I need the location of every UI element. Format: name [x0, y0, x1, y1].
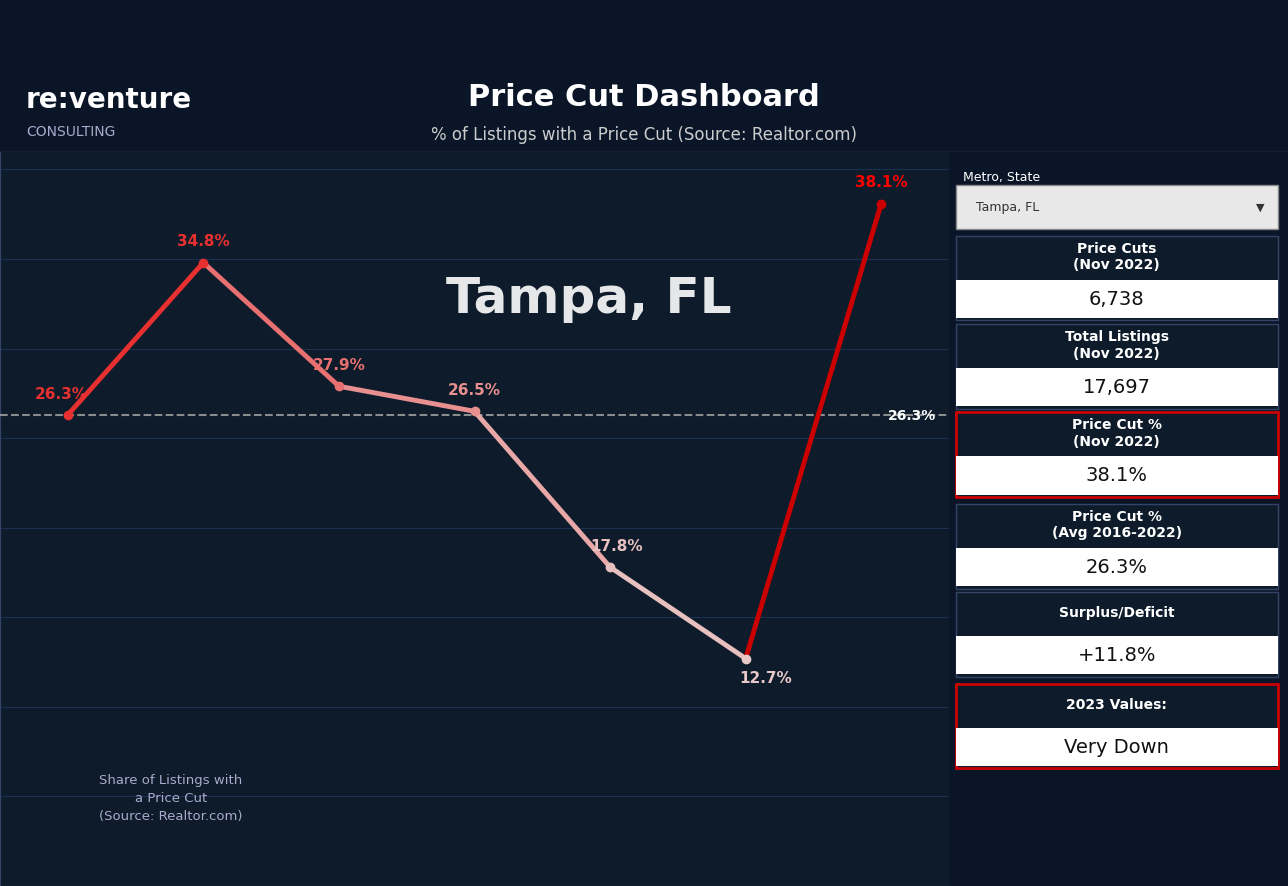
FancyBboxPatch shape [956, 504, 1278, 589]
Text: 26.3%: 26.3% [35, 386, 88, 401]
Text: 12.7%: 12.7% [739, 671, 792, 686]
FancyBboxPatch shape [956, 185, 1278, 229]
FancyBboxPatch shape [956, 636, 1278, 675]
FancyBboxPatch shape [956, 456, 1278, 495]
Text: Share of Listings with
a Price Cut
(Source: Realtor.com): Share of Listings with a Price Cut (Sour… [99, 773, 242, 822]
Text: re:venture: re:venture [26, 85, 192, 113]
Text: Surplus/Deficit: Surplus/Deficit [1059, 606, 1175, 620]
FancyBboxPatch shape [956, 684, 1278, 769]
Text: Very Down: Very Down [1064, 736, 1170, 756]
Text: 38.1%: 38.1% [1086, 465, 1148, 485]
FancyBboxPatch shape [956, 237, 1278, 321]
FancyBboxPatch shape [956, 281, 1278, 319]
FancyBboxPatch shape [956, 548, 1278, 587]
Text: Price Cut %
(Nov 2022): Price Cut % (Nov 2022) [1072, 418, 1162, 448]
Text: CONSULTING: CONSULTING [26, 125, 115, 139]
Text: 26.5%: 26.5% [448, 383, 501, 398]
Text: Price Cut %
(Avg 2016-2022): Price Cut % (Avg 2016-2022) [1052, 509, 1182, 540]
Text: 17,697: 17,697 [1083, 377, 1151, 396]
Text: 17.8%: 17.8% [591, 538, 643, 553]
Text: 2023 Values:: 2023 Values: [1066, 697, 1167, 711]
FancyBboxPatch shape [956, 325, 1278, 409]
Text: % of Listings with a Price Cut (Source: Realtor.com): % of Listings with a Price Cut (Source: … [431, 126, 857, 144]
FancyBboxPatch shape [956, 369, 1278, 407]
Text: 38.1%: 38.1% [855, 175, 908, 190]
Text: Tampa, FL: Tampa, FL [976, 201, 1039, 214]
Text: 26.3%: 26.3% [887, 408, 936, 423]
Text: 26.3%: 26.3% [1086, 557, 1148, 576]
Text: 6,738: 6,738 [1090, 289, 1145, 308]
FancyBboxPatch shape [956, 728, 1278, 766]
Text: Total Listings
(Nov 2022): Total Listings (Nov 2022) [1065, 330, 1168, 360]
Text: +11.8%: +11.8% [1078, 645, 1157, 664]
Text: Price Cut Dashboard: Price Cut Dashboard [468, 82, 820, 112]
Text: 34.8%: 34.8% [176, 234, 229, 249]
Text: ▼: ▼ [1256, 202, 1265, 213]
Text: Metro, State: Metro, State [962, 171, 1039, 183]
Text: 27.9%: 27.9% [313, 357, 366, 372]
Text: Tampa, FL: Tampa, FL [446, 276, 732, 323]
Text: Price Cuts
(Nov 2022): Price Cuts (Nov 2022) [1073, 242, 1160, 272]
FancyBboxPatch shape [956, 413, 1278, 497]
FancyBboxPatch shape [956, 593, 1278, 677]
